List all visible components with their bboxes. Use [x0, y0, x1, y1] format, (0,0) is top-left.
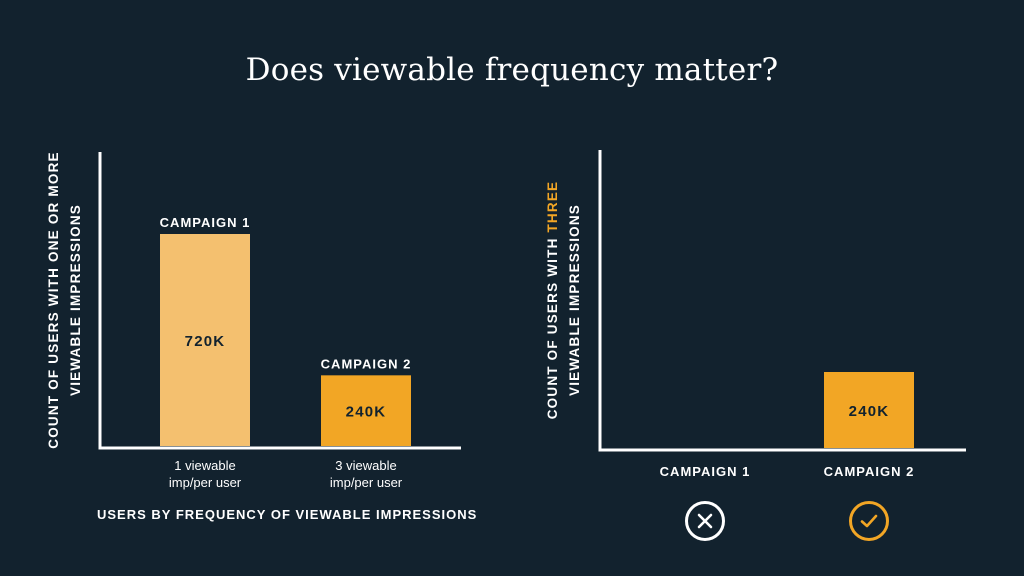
right-category-1: CAMPAIGN 1	[660, 464, 751, 479]
left-bar-title-1: CAMPAIGN 1	[160, 215, 251, 230]
right-bar-2	[824, 372, 914, 448]
cross-icon	[685, 501, 725, 541]
left-bar-2	[321, 375, 411, 446]
right-chart	[598, 150, 966, 452]
left-tick-1-line-1: 1 viewable	[174, 458, 235, 473]
right-bar-value-2: 240K	[849, 403, 890, 420]
left-chart-xlabel: USERS BY FREQUENCY OF VIEWABLE IMPRESSIO…	[97, 507, 478, 522]
left-bar-title-2: CAMPAIGN 2	[321, 356, 412, 371]
left-tick-2-line-1: 3 viewable	[335, 458, 396, 473]
left-bar-value-1: 720K	[185, 333, 226, 350]
left-tick-2-line-2: imp/per user	[330, 475, 403, 490]
right-category-2: CAMPAIGN 2	[824, 464, 915, 479]
page-title: Does viewable frequency matter?	[245, 52, 779, 88]
left-bar-value-2: 240K	[346, 404, 387, 421]
left-tick-1-line-2: imp/per user	[169, 475, 242, 490]
left-chart	[98, 152, 461, 450]
left-bar-1	[160, 234, 250, 446]
check-icon	[849, 501, 889, 541]
